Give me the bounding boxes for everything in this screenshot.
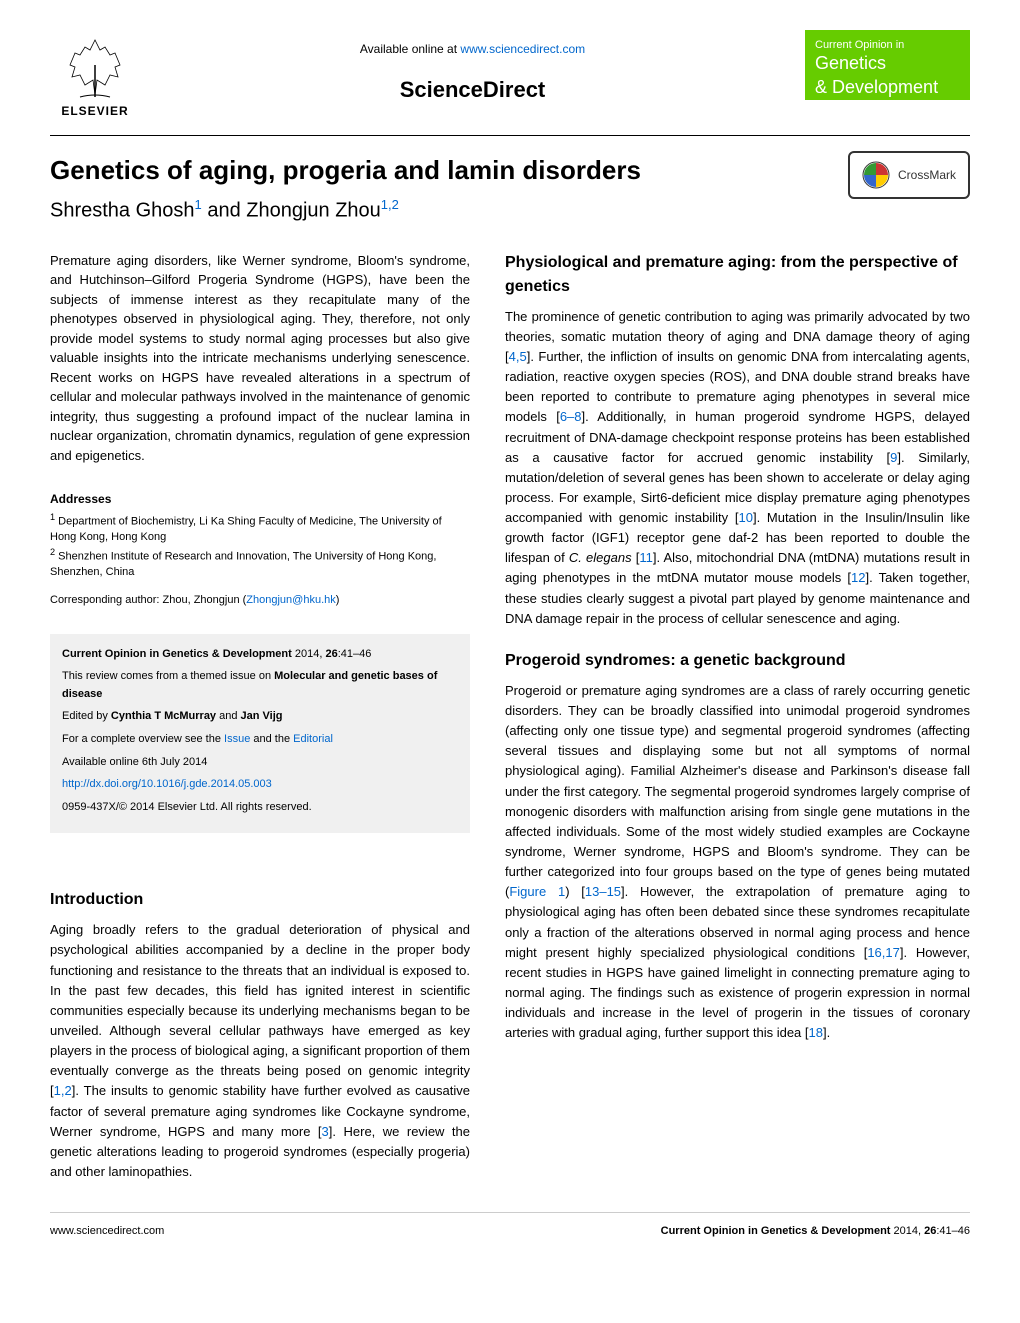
author-1-sup[interactable]: 1 [195,197,202,212]
author-2-sup[interactable]: 1,2 [381,197,399,212]
progeroid-body: Progeroid or premature aging syndromes a… [505,681,970,1044]
footer-left: www.sciencedirect.com [50,1223,164,1240]
sciencedirect-brand: ScienceDirect [140,73,805,106]
ref-link[interactable]: 3 [322,1124,329,1139]
elsevier-logo[interactable]: ELSEVIER [50,30,140,120]
author-2: Zhongjun Zhou [246,200,381,222]
elsevier-tree-icon [60,35,130,100]
journal-badge-line3: & Development [815,76,960,99]
ref-link[interactable]: 1,2 [54,1083,72,1098]
corresponding-author: Corresponding author: Zhou, Zhongjun (Zh… [50,592,470,609]
ref-link[interactable]: 11 [639,550,653,565]
intro-heading: Introduction [50,888,470,912]
journal-badge: Current Opinion in Genetics & Developmen… [805,30,970,100]
main-content: Premature aging disorders, like Werner s… [50,251,970,1182]
editors-line: Edited by Cynthia T McMurray and Jan Vij… [62,708,458,726]
left-column: Premature aging disorders, like Werner s… [50,251,470,1182]
right-column: Physiological and premature aging: from … [505,251,970,1182]
footer-right: Current Opinion in Genetics & Developmen… [661,1223,970,1240]
journal-badge-line2: Genetics [815,52,960,75]
addresses-block: Addresses 1 Department of Biochemistry, … [50,490,470,608]
ref-link[interactable]: 4,5 [509,349,527,364]
header-center: Available online at www.sciencedirect.co… [140,30,805,106]
ref-link[interactable]: 12 [851,570,865,585]
doi-link[interactable]: http://dx.doi.org/10.1016/j.gde.2014.05.… [62,778,272,790]
citation-line: Current Opinion in Genetics & Developmen… [62,646,458,664]
themed-issue-line: This review comes from a themed issue on… [62,668,458,703]
address-2: 2 Shenzhen Institute of Research and Inn… [50,546,470,580]
address-1: 1 Department of Biochemistry, Li Ka Shin… [50,511,470,545]
elsevier-label: ELSEVIER [61,102,128,120]
ref-link[interactable]: 10 [738,510,752,525]
ref-link[interactable]: 13–15 [585,884,621,899]
journal-badge-line1: Current Opinion in [815,38,960,52]
overview-line: For a complete overview see the Issue an… [62,731,458,749]
addresses-heading: Addresses [50,490,470,508]
title-authors-block: Genetics of aging, progeria and lamin di… [50,151,641,226]
corresponding-email-link[interactable]: Zhongjun@hku.hk [246,594,335,606]
progeroid-heading: Progeroid syndromes: a genetic backgroun… [505,649,970,673]
author-1: Shrestha Ghosh [50,200,195,222]
introduction-section: Introduction Aging broadly refers to the… [50,888,470,1182]
page-header: ELSEVIER Available online at www.science… [50,30,970,120]
copyright-line: 0959-437X/© 2014 Elsevier Ltd. All right… [62,799,458,817]
online-date: Available online 6th July 2014 [62,754,458,772]
crossmark-label: CrossMark [898,166,956,184]
ref-link[interactable]: 6–8 [560,409,582,424]
review-info-box: Current Opinion in Genetics & Developmen… [50,634,470,834]
physiological-heading: Physiological and premature aging: from … [505,251,970,299]
crossmark-icon [862,161,890,189]
title-row: Genetics of aging, progeria and lamin di… [50,151,970,226]
page-footer: www.sciencedirect.com Current Opinion in… [50,1212,970,1240]
figure-link[interactable]: Figure 1 [509,884,565,899]
ref-link[interactable]: 18 [809,1025,823,1040]
issue-link[interactable]: Issue [224,733,250,745]
physiological-body: The prominence of genetic contribution t… [505,307,970,629]
editorial-link[interactable]: Editorial [293,733,333,745]
sciencedirect-url-link[interactable]: www.sciencedirect.com [460,42,585,56]
crossmark-badge[interactable]: CrossMark [848,151,970,199]
abstract-text: Premature aging disorders, like Werner s… [50,251,470,466]
article-title: Genetics of aging, progeria and lamin di… [50,151,641,190]
ref-link[interactable]: 16,17 [867,945,900,960]
article-authors: Shrestha Ghosh1 and Zhongjun Zhou1,2 [50,195,641,226]
available-online-text: Available online at www.sciencedirect.co… [140,40,805,58]
header-divider [50,135,970,136]
intro-body: Aging broadly refers to the gradual dete… [50,920,470,1182]
